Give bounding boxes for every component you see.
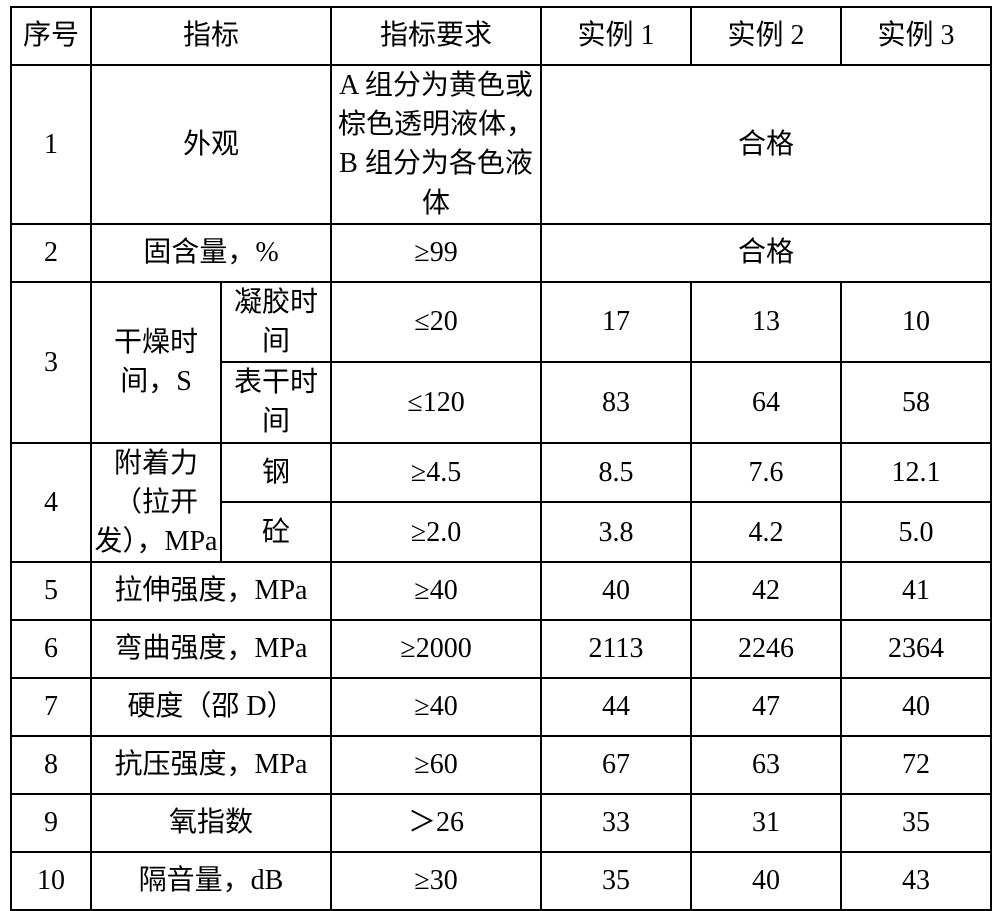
cell-ex2: 7.6 <box>691 443 841 503</box>
cell-seq: 1 <box>11 65 91 224</box>
col-seq: 序号 <box>11 7 91 65</box>
cell-req: ≥2000 <box>331 620 541 678</box>
cell-metric: 固含量，% <box>91 224 331 282</box>
table-row: 2 固含量，% ≥99 合格 <box>11 224 991 282</box>
cell-req: ＞26 <box>331 794 541 852</box>
cell-ex2: 31 <box>691 794 841 852</box>
cell-ex3: 41 <box>841 562 991 620</box>
cell-metric: 弯曲强度，MPa <box>91 620 331 678</box>
cell-ex3: 58 <box>841 362 991 442</box>
cell-ex1: 8.5 <box>541 443 691 503</box>
cell-ex2: 42 <box>691 562 841 620</box>
cell-req: ≤120 <box>331 362 541 442</box>
cell-seq: 4 <box>11 443 91 563</box>
cell-req: ≥40 <box>331 562 541 620</box>
cell-ex1: 83 <box>541 362 691 442</box>
table-row: 3 干燥时间，S 凝胶时间 ≤20 17 13 10 <box>11 282 991 362</box>
cell-metric: 氧指数 <box>91 794 331 852</box>
cell-ex3: 2364 <box>841 620 991 678</box>
cell-ex3: 5.0 <box>841 502 991 562</box>
cell-ex3: 10 <box>841 282 991 362</box>
cell-ex3: 43 <box>841 852 991 910</box>
col-ex3: 实例 3 <box>841 7 991 65</box>
spec-table: 序号 指标 指标要求 实例 1 实例 2 实例 3 1 外观 A 组分为黄色或棕… <box>10 6 992 911</box>
page: 序号 指标 指标要求 实例 1 实例 2 实例 3 1 外观 A 组分为黄色或棕… <box>0 6 1000 890</box>
cell-ex1: 3.8 <box>541 502 691 562</box>
cell-metric: 拉伸强度，MPa <box>91 562 331 620</box>
cell-seq: 3 <box>11 282 91 443</box>
col-requirement: 指标要求 <box>331 7 541 65</box>
col-ex2: 实例 2 <box>691 7 841 65</box>
cell-ex2: 64 <box>691 362 841 442</box>
table-row: 10 隔音量，dB ≥30 35 40 43 <box>11 852 991 910</box>
cell-req: ≥2.0 <box>331 502 541 562</box>
cell-result: 合格 <box>541 65 991 224</box>
cell-metric: 硬度（邵 D） <box>91 678 331 736</box>
cell-req: ≥40 <box>331 678 541 736</box>
cell-req: ≥60 <box>331 736 541 794</box>
cell-ex1: 2113 <box>541 620 691 678</box>
cell-ex1: 40 <box>541 562 691 620</box>
cell-ex1: 44 <box>541 678 691 736</box>
cell-seq: 2 <box>11 224 91 282</box>
table-row: 4 附着力（拉开发），MPa 钢 ≥4.5 8.5 7.6 12.1 <box>11 443 991 503</box>
cell-metric: 抗压强度，MPa <box>91 736 331 794</box>
cell-req: A 组分为黄色或棕色透明液体，B 组分为各色液体 <box>331 65 541 224</box>
cell-ex3: 12.1 <box>841 443 991 503</box>
cell-ex1: 67 <box>541 736 691 794</box>
cell-sublabel: 砼 <box>221 502 331 562</box>
cell-ex2: 13 <box>691 282 841 362</box>
table-row: 7 硬度（邵 D） ≥40 44 47 40 <box>11 678 991 736</box>
cell-ex2: 47 <box>691 678 841 736</box>
cell-seq: 6 <box>11 620 91 678</box>
cell-req: ≥99 <box>331 224 541 282</box>
cell-req: ≥4.5 <box>331 443 541 503</box>
col-ex1: 实例 1 <box>541 7 691 65</box>
cell-metric: 干燥时间，S <box>91 282 221 443</box>
table-row: 6 弯曲强度，MPa ≥2000 2113 2246 2364 <box>11 620 991 678</box>
cell-ex1: 17 <box>541 282 691 362</box>
cell-ex1: 35 <box>541 852 691 910</box>
table-header-row: 序号 指标 指标要求 实例 1 实例 2 实例 3 <box>11 7 991 65</box>
cell-req: ≤20 <box>331 282 541 362</box>
cell-req: ≥30 <box>331 852 541 910</box>
cell-seq: 10 <box>11 852 91 910</box>
table-row: 9 氧指数 ＞26 33 31 35 <box>11 794 991 852</box>
cell-seq: 8 <box>11 736 91 794</box>
cell-seq: 5 <box>11 562 91 620</box>
cell-sublabel: 钢 <box>221 443 331 503</box>
table-row: 5 拉伸强度，MPa ≥40 40 42 41 <box>11 562 991 620</box>
cell-ex3: 35 <box>841 794 991 852</box>
table-row: 1 外观 A 组分为黄色或棕色透明液体，B 组分为各色液体 合格 <box>11 65 991 224</box>
cell-metric: 外观 <box>91 65 331 224</box>
cell-ex2: 2246 <box>691 620 841 678</box>
cell-ex3: 72 <box>841 736 991 794</box>
cell-seq: 7 <box>11 678 91 736</box>
table-row: 8 抗压强度，MPa ≥60 67 63 72 <box>11 736 991 794</box>
cell-ex2: 4.2 <box>691 502 841 562</box>
cell-sublabel: 表干时间 <box>221 362 331 442</box>
cell-metric: 附着力（拉开发），MPa <box>91 443 221 563</box>
col-metric: 指标 <box>91 7 331 65</box>
cell-ex2: 40 <box>691 852 841 910</box>
cell-sublabel: 凝胶时间 <box>221 282 331 362</box>
cell-ex1: 33 <box>541 794 691 852</box>
cell-metric: 隔音量，dB <box>91 852 331 910</box>
cell-result: 合格 <box>541 224 991 282</box>
cell-ex2: 63 <box>691 736 841 794</box>
cell-seq: 9 <box>11 794 91 852</box>
cell-ex3: 40 <box>841 678 991 736</box>
